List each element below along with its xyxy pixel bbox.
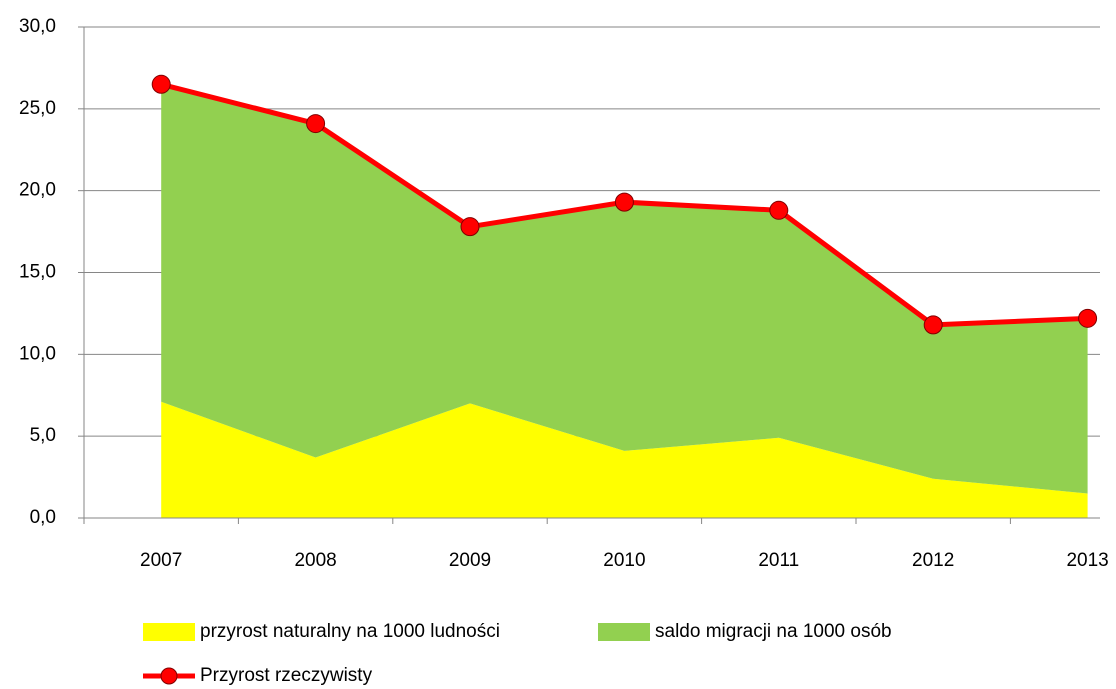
y-tick-label: 15,0: [19, 262, 56, 283]
marker: [1078, 308, 1098, 328]
marker: [923, 315, 943, 335]
area: [161, 401, 1088, 518]
marker: [769, 200, 789, 220]
legend-label: przyrost naturalny na 1000 ludności: [200, 621, 500, 642]
legend-marker: [160, 667, 178, 685]
marker: [460, 217, 480, 237]
y-tick-label: 30,0: [19, 16, 56, 37]
legend-label: Przyrost rzeczywisty: [200, 665, 373, 686]
y-tick-label: 20,0: [19, 180, 56, 201]
x-tick-label: 2010: [603, 550, 645, 571]
x-tick-label: 2012: [912, 550, 954, 571]
x-tick-label: 2007: [140, 550, 182, 571]
legend-swatch: [143, 623, 195, 641]
marker: [306, 114, 326, 134]
x-tick-label: 2008: [294, 550, 336, 571]
y-tick-label: 25,0: [19, 98, 56, 119]
x-tick-label: 2013: [1066, 550, 1108, 571]
x-tick-label: 2011: [758, 550, 799, 571]
legend-label: saldo migracji na 1000 osób: [655, 621, 892, 642]
marker: [614, 192, 634, 212]
y-tick-label: 5,0: [30, 425, 56, 446]
y-tick-label: 0,0: [30, 507, 56, 528]
legend-swatch: [598, 623, 650, 641]
y-tick-label: 10,0: [19, 343, 56, 364]
marker: [151, 74, 171, 94]
area: [161, 84, 1088, 494]
x-tick-label: 2009: [449, 550, 491, 571]
